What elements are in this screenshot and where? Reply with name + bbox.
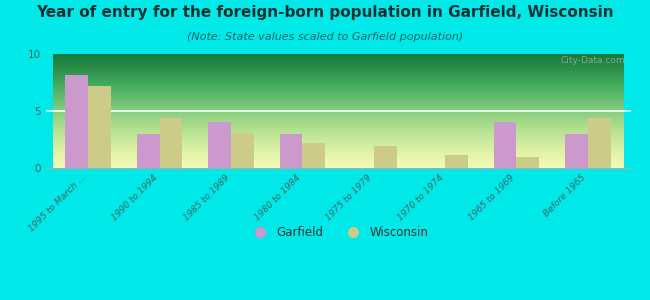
Bar — [588, 118, 610, 168]
Bar — [88, 86, 111, 168]
Bar — [208, 122, 231, 168]
Bar — [66, 74, 88, 168]
Text: City-Data.com: City-Data.com — [560, 56, 625, 65]
Bar — [302, 143, 325, 168]
Bar — [231, 133, 254, 168]
Bar — [565, 134, 588, 168]
Legend: Garfield, Wisconsin: Garfield, Wisconsin — [243, 222, 433, 244]
Bar — [374, 146, 396, 168]
Bar — [280, 134, 302, 168]
Bar — [160, 118, 183, 168]
Bar — [445, 155, 468, 168]
Bar — [493, 122, 516, 168]
Text: Year of entry for the foreign-born population in Garfield, Wisconsin: Year of entry for the foreign-born popul… — [36, 4, 614, 20]
Bar — [516, 157, 540, 168]
Bar — [136, 134, 160, 168]
Text: (Note: State values scaled to Garfield population): (Note: State values scaled to Garfield p… — [187, 32, 463, 41]
